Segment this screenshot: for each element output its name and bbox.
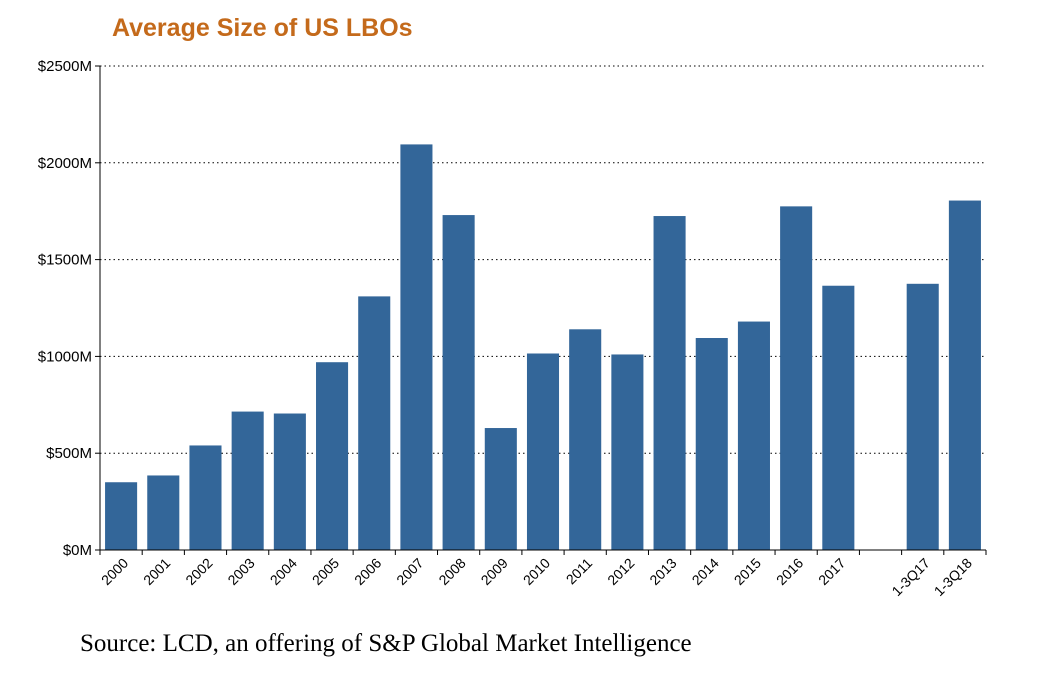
axes [95,65,987,555]
bar-1-3Q17 [906,283,939,550]
bar-2012 [611,354,644,550]
x-tick-label: 1-3Q18 [931,555,975,599]
x-tick-label: 2010 [520,555,553,588]
x-tick-label: 2015 [731,555,764,588]
y-tick-label: $1000M [38,348,92,365]
y-tick-label: $0M [63,542,92,559]
x-tick-label: 2006 [351,555,384,588]
x-tick-label: 2013 [646,555,679,588]
x-tick-label: 2011 [563,555,596,588]
chart-title: Average Size of US LBOs [112,14,413,42]
x-tick-label: 2002 [182,555,215,588]
x-tick-label: 2007 [393,555,426,588]
y-tick-label: $1500M [38,252,92,269]
bar-2009 [484,428,517,550]
bar-2014 [695,338,728,550]
source-note: Source: LCD, an offering of S&P Global M… [80,630,692,657]
bar-2013 [653,216,686,551]
x-tick-label: 2016 [773,555,806,588]
bar-2004 [273,413,306,550]
bar-2017 [822,285,855,550]
bar-1-3Q18 [948,200,981,550]
bar-2002 [189,445,222,550]
x-tick-label: 2004 [267,555,300,588]
x-axis-ticks: 2000 2001 2002 2003 2004 2005 2006 2007 2008 2009… [98,555,975,599]
bar-2001 [147,475,180,550]
bar-2006 [358,296,391,550]
x-tick-label: 2008 [435,555,468,588]
x-tick-label: 1-3Q17 [888,555,932,599]
bar-2011 [569,329,602,550]
bar-2005 [316,362,349,550]
x-tick-label: 2000 [98,555,131,588]
y-tick-label: $2500M [38,58,92,75]
x-tick-label: 2001 [140,555,173,588]
bar-2007 [400,144,433,550]
bar-2016 [780,206,813,551]
y-tick-label: $500M [46,445,92,462]
x-tick-label: 2017 [815,555,848,588]
x-tick-label: 2014 [689,555,722,588]
x-tick-label: 2003 [224,555,257,588]
y-tick-label: $2000M [38,155,92,172]
x-tick-label: 2009 [478,555,511,588]
bar-2010 [526,353,560,550]
bars [105,144,981,551]
bar-2015 [737,321,770,550]
y-axis-ticks: $0M $500M $1000M $1500M $2000M $2500M [38,58,92,559]
bar-2000 [105,482,138,550]
bar-2003 [231,411,264,550]
x-tick-label: 2012 [604,555,637,588]
x-tick-label: 2005 [309,555,342,588]
bar-2008 [442,215,475,550]
